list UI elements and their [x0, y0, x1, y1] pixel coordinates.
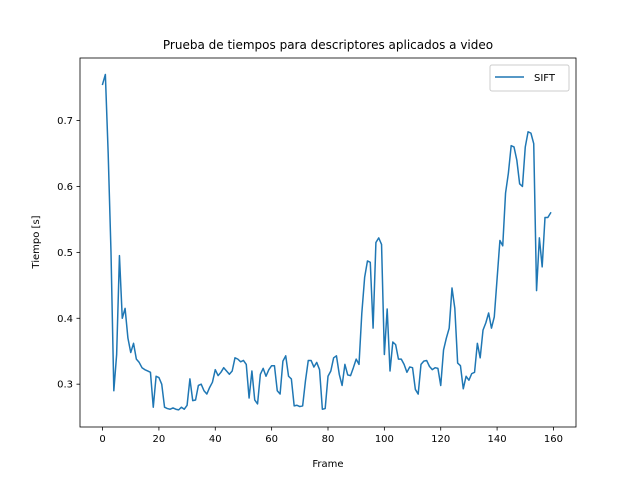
axes-frame	[79, 57, 577, 428]
x-tick-label: 160	[544, 434, 563, 445]
x-tick-label: 80	[322, 434, 335, 445]
y-tick-label: 0.5	[57, 248, 73, 259]
legend: SIFT	[489, 64, 570, 92]
x-axis-label: Frame	[312, 459, 343, 470]
x-tick-label: 100	[375, 434, 394, 445]
x-tick-label: 120	[431, 434, 450, 445]
plot-area	[101, 73, 552, 411]
y-tick-label: 0.3	[57, 380, 73, 391]
axis-ticks: 0 20 40 60 80 100 120 140 160 0.3 0.4 0.5 0.6 0.7	[57, 116, 563, 445]
y-tick-label: 0.6	[57, 182, 73, 193]
y-axis-label: Tiempo [s]	[31, 215, 42, 269]
series-line-sift	[101, 73, 552, 411]
y-tick-label: 0.7	[57, 116, 73, 127]
y-tick-label: 0.4	[57, 314, 73, 325]
x-tick-label: 60	[265, 434, 278, 445]
x-tick-label: 20	[153, 434, 166, 445]
x-tick-label: 140	[488, 434, 507, 445]
x-tick-label: 40	[209, 434, 222, 445]
x-tick-label: 0	[99, 434, 105, 445]
legend-box	[489, 64, 570, 92]
chart-title: Prueba de tiempos para descriptores apli…	[163, 38, 493, 52]
legend-label-sift: SIFT	[534, 73, 556, 84]
